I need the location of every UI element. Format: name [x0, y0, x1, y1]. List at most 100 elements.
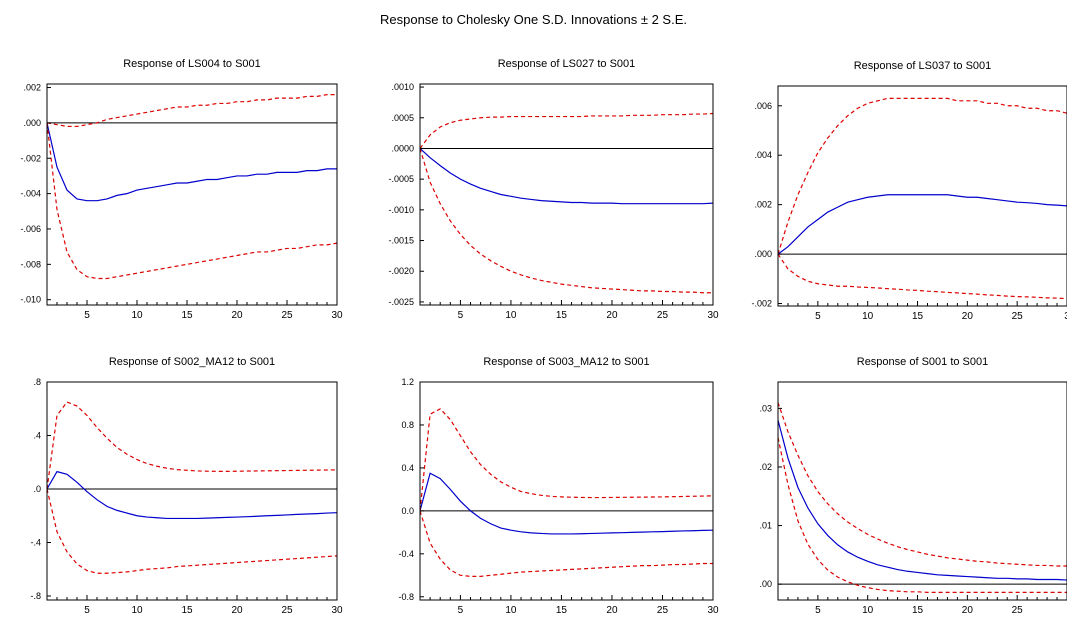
panel-frame [419, 381, 714, 601]
y-tick-label: -.0005 [388, 174, 414, 184]
panel-4: Response of S002_MA12 to S001 .8 .4 .0 -.4 -.… [30, 356, 343, 616]
response-line [778, 419, 1067, 581]
y-tick-label: .01 [759, 521, 772, 531]
y-tick-label: -0.4 [398, 549, 414, 559]
y-tick-label: .0 [33, 484, 41, 494]
x-tick-label: 10 [862, 605, 874, 616]
response-line [420, 148, 713, 205]
plot-area [420, 112, 713, 294]
panel-2: Response of LS027 to S001 .0010 .0005 .0000… [388, 58, 719, 321]
y-tick-label: .002 [23, 83, 41, 93]
x-tick-label: 25 [281, 605, 293, 616]
band-upper-line [47, 401, 337, 490]
y-tick-label: -.008 [20, 259, 41, 269]
band-lower-line [420, 510, 713, 577]
panel-title: Response of S002_MA12 to S001 [109, 356, 275, 368]
x-tick-label: 25 [657, 605, 669, 616]
panel-title: Response of LS004 to S001 [123, 58, 261, 70]
x-tick-label: 20 [606, 310, 618, 321]
x-tick-label: 30 [331, 310, 343, 321]
y-tick-label: .004 [754, 150, 772, 160]
band-lower-line [47, 122, 337, 280]
x-tick-label: 20 [231, 605, 243, 616]
y-tick-label: 1.2 [401, 377, 414, 387]
x-tick-label: 25 [1012, 311, 1024, 322]
x-tick-label: 30 [331, 605, 343, 616]
y-tick-label: -.8 [30, 591, 41, 601]
x-tick-label: 5 [458, 605, 464, 616]
x-tick-label: 10 [131, 605, 143, 616]
x-tick-label: 10 [862, 311, 874, 322]
x-tick-label: 20 [962, 605, 974, 616]
panel-frame [777, 381, 1067, 601]
band-upper-line [420, 112, 713, 149]
x-tick-label: 3 [1064, 311, 1067, 322]
x-tick-label: 25 [281, 310, 293, 321]
x-tick-label: 25 [657, 310, 669, 321]
band-upper-line [778, 402, 1067, 567]
x-tick-label: 15 [181, 605, 193, 616]
x-tick-label: 10 [505, 605, 517, 616]
y-tick-label: .000 [23, 118, 41, 128]
band-lower-line [778, 437, 1067, 593]
panel-frame [46, 381, 338, 601]
x-tick-label: 30 [707, 605, 719, 616]
y-tick-label: -.006 [20, 224, 41, 234]
x-tick-label: 15 [556, 310, 568, 321]
panel-3: Response of LS037 to S001 .006 .004 .002 .00… [751, 60, 1067, 322]
x-tick-label: 25 [1012, 605, 1024, 616]
plot-area [778, 402, 1067, 593]
x-tick-label: 5 [815, 311, 821, 322]
y-tick-label: -.0010 [388, 205, 414, 215]
response-line [420, 472, 713, 535]
y-tick-label: -.4 [30, 537, 41, 547]
panel-frame [46, 83, 338, 306]
x-tick-label: 5 [458, 310, 464, 321]
plot-area [47, 94, 337, 280]
band-upper-line [420, 408, 713, 511]
panel-frame [777, 85, 1067, 307]
panel-1: Response of LS004 to S001 .002 .000 -.002 -.… [20, 58, 343, 321]
y-tick-label: .002 [754, 200, 772, 210]
response-line [47, 122, 337, 202]
y-tick-label: .4 [33, 430, 41, 440]
panel-title: Response of LS027 to S001 [498, 58, 636, 70]
y-tick-label: -.010 [20, 295, 41, 305]
x-tick-label: 10 [131, 310, 143, 321]
band-upper-line [47, 94, 337, 128]
x-tick-label: 15 [556, 605, 568, 616]
response-line [778, 194, 1067, 255]
y-tick-label: -.004 [20, 189, 41, 199]
plot-area [778, 97, 1067, 300]
panel-title: Response of S001 to S001 [857, 356, 988, 368]
band-lower-line [47, 488, 337, 574]
panel-frame [419, 83, 714, 306]
panel-5: Response of S003_MA12 to S001 1.2 0.8 0.4 0.… [398, 356, 719, 616]
x-tick-label: 10 [505, 310, 517, 321]
band-lower-line [420, 148, 713, 294]
plot-area [47, 401, 337, 574]
x-tick-label: 20 [231, 310, 243, 321]
x-tick-label: 15 [912, 605, 924, 616]
figure-title: Response to Cholesky One S.D. Innovation… [379, 12, 688, 27]
y-tick-label: -.0025 [388, 297, 414, 307]
y-tick-label: .0000 [391, 143, 414, 153]
x-tick-label: 15 [181, 310, 193, 321]
y-tick-label: -.002 [20, 153, 41, 163]
y-tick-label: .0005 [391, 113, 414, 123]
y-tick-label: .00 [759, 579, 772, 589]
y-tick-label: .8 [33, 377, 41, 387]
panel-title: Response of S003_MA12 to S001 [483, 356, 649, 368]
x-tick-label: 5 [815, 605, 821, 616]
y-tick-label: -.0015 [388, 236, 414, 246]
y-tick-label: -.0020 [388, 266, 414, 276]
panel-6: Response of S001 to S001 .03 .02 .01 .00 5 10 1… [759, 356, 1067, 616]
x-tick-label: 5 [84, 310, 90, 321]
y-tick-label: .0010 [391, 82, 414, 92]
y-tick-label: 0.8 [401, 420, 414, 430]
y-tick-label: .02 [759, 462, 772, 472]
x-tick-label: 5 [84, 605, 90, 616]
y-tick-label: -.002 [751, 299, 772, 309]
band-upper-line [778, 97, 1067, 255]
y-tick-label: 0.0 [401, 506, 414, 516]
